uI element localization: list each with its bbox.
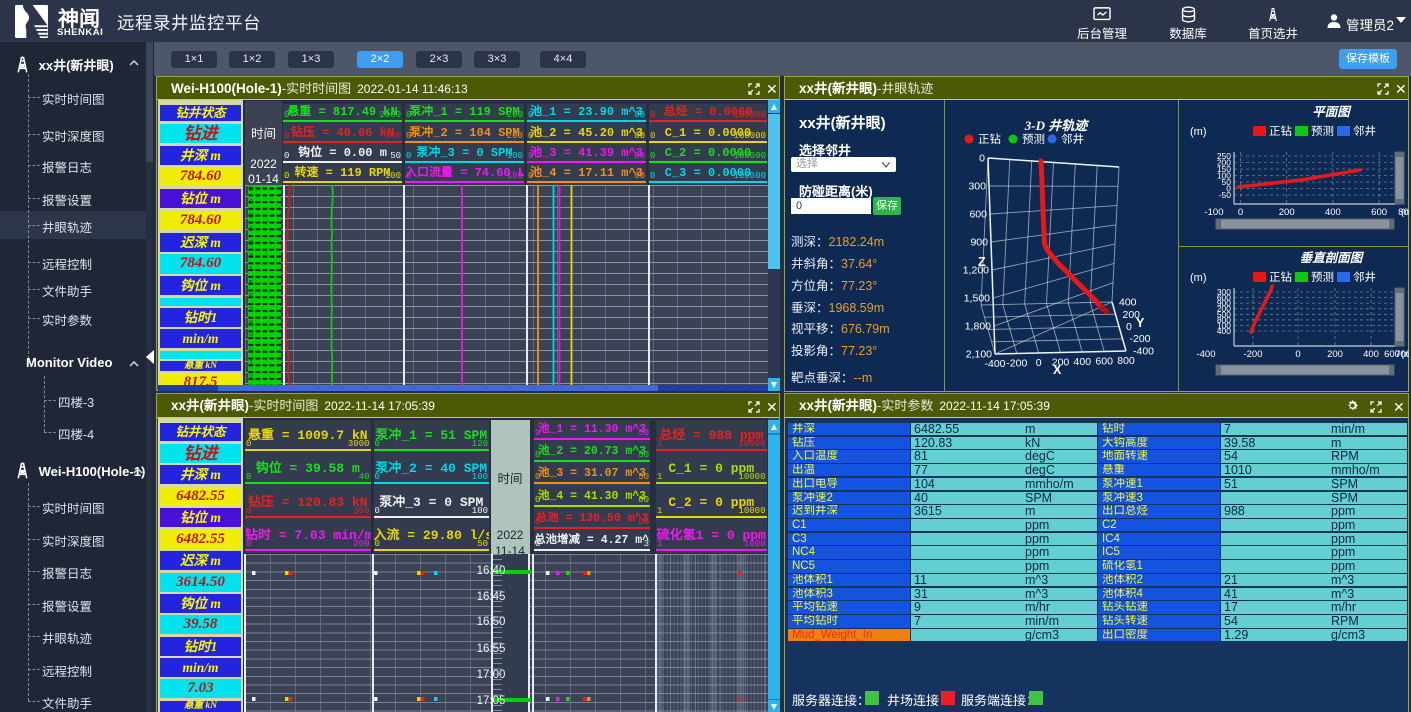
svg-text:正钻: 正钻 [1269,123,1292,139]
svg-text:垂直剖面图: 垂直剖面图 [1300,247,1365,266]
svg-text:0: 0 [1126,321,1132,333]
svg-text:-400: -400 [1133,346,1154,358]
svg-text:1,200: 1,200 [963,265,989,277]
svg-text:600: 600 [1371,207,1387,218]
svg-text:0: 0 [979,153,985,165]
svg-text:600: 600 [1384,349,1400,360]
svg-text:200: 200 [1279,207,1295,218]
svg-text:50: 50 [1222,177,1232,187]
svg-text:800: 800 [1398,207,1409,218]
svg-text:200: 200 [1052,357,1070,369]
svg-text:正钻: 正钻 [978,131,1001,147]
svg-text:250: 250 [1217,151,1231,161]
svg-text:0: 0 [1226,184,1231,194]
svg-text:3-D 井轨迹: 3-D 井轨迹 [1024,115,1089,134]
svg-text:平面图: 平面图 [1312,101,1352,120]
svg-text:邻井: 邻井 [1353,269,1376,285]
svg-text:300: 300 [968,181,986,193]
svg-text:正钻: 正钻 [1269,269,1292,285]
svg-text:-200: -200 [1243,349,1262,360]
svg-text:400: 400 [1119,297,1137,309]
svg-text:400: 400 [1325,207,1341,218]
svg-text:(m: (m [1401,349,1409,360]
svg-text:900: 900 [970,237,988,249]
svg-text:600: 600 [969,209,987,221]
svg-text:200: 200 [1123,309,1141,321]
svg-text:-400: -400 [1196,349,1215,360]
svg-text:0: 0 [1295,349,1300,360]
svg-text:预测: 预测 [1311,269,1334,285]
svg-text:(m): (m) [1190,272,1207,284]
svg-text:邻井: 邻井 [1061,131,1084,147]
svg-text:500: 500 [1217,309,1231,319]
svg-text:700: 700 [1395,349,1409,360]
svg-text:900: 900 [1217,298,1231,308]
svg-text:预测: 预测 [1022,131,1045,147]
svg-text:-200: -200 [1006,358,1027,370]
svg-text:400: 400 [1217,326,1231,336]
svg-text:600: 600 [1217,293,1231,303]
svg-text:1,500: 1,500 [964,293,990,305]
svg-text:800: 800 [1217,315,1231,325]
svg-text:-50: -50 [1219,190,1232,200]
svg-text:400: 400 [1074,356,1092,368]
svg-text:100: 100 [1217,171,1231,181]
svg-text:Y: Y [1136,316,1145,330]
svg-text:(m: (m [1401,207,1409,218]
svg-text:100: 100 [1217,320,1231,330]
svg-text:600: 600 [1095,356,1113,368]
svg-text:邻井: 邻井 [1353,123,1376,139]
svg-text:1,800: 1,800 [965,321,991,333]
svg-text:-100: -100 [1204,207,1223,218]
svg-text:X: X [1053,363,1062,377]
svg-text:-200: -200 [1130,333,1151,345]
svg-text:300: 300 [1217,287,1231,297]
svg-text:200: 200 [1217,304,1231,314]
svg-text:200: 200 [1217,158,1231,168]
svg-text:800: 800 [1117,355,1135,367]
svg-text:Z: Z [978,255,986,269]
svg-text:400: 400 [1363,349,1379,360]
svg-text:0: 0 [1036,357,1042,369]
svg-text:200: 200 [1327,349,1343,360]
svg-text:150: 150 [1217,164,1231,174]
svg-text:(m): (m) [1190,126,1207,138]
svg-text:0: 0 [1238,207,1243,218]
svg-text:2,100: 2,100 [966,349,992,361]
svg-text:-400: -400 [984,358,1005,370]
svg-text:预测: 预测 [1311,123,1334,139]
